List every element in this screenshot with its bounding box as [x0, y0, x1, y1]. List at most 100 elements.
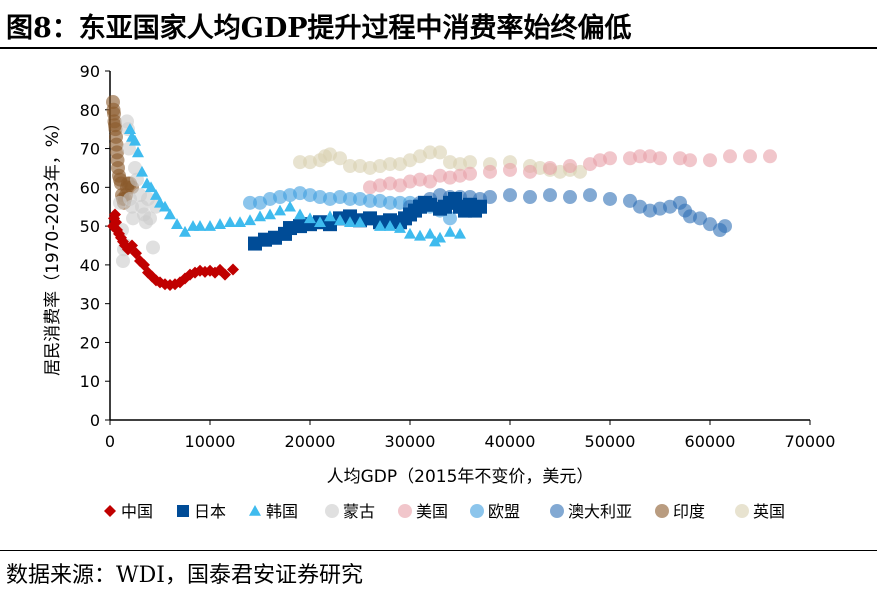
- data-point-circle: [563, 190, 577, 205]
- data-point-triangle: [394, 222, 406, 233]
- data-point-diamond: [219, 268, 231, 281]
- data-point-circle: [503, 188, 517, 203]
- y-tick-label: 40: [80, 256, 100, 275]
- data-point-circle: [653, 151, 667, 166]
- data-point-circle: [763, 149, 777, 164]
- data-point-circle: [293, 155, 307, 170]
- legend-marker: [325, 504, 339, 518]
- y-tick-label: 60: [80, 178, 100, 197]
- data-point-circle: [383, 157, 397, 172]
- y-tick-label: 30: [80, 295, 100, 314]
- data-point-circle: [603, 191, 617, 206]
- data-point-diamond: [227, 263, 239, 276]
- data-point-circle: [723, 149, 737, 164]
- data-point-circle: [503, 162, 517, 177]
- data-point-triangle: [124, 123, 136, 134]
- y-tick-label: 20: [80, 333, 100, 352]
- y-tick-label: 50: [80, 217, 100, 236]
- legend-label: 欧盟: [488, 502, 520, 521]
- data-point-circle: [683, 153, 697, 168]
- data-point-triangle: [171, 218, 183, 229]
- data-point-circle: [116, 254, 130, 269]
- source-note: 数据来源：WDI，国泰君安证券研究: [6, 563, 363, 588]
- x-tick-label: 10000: [185, 432, 236, 451]
- legend-label: 韩国: [266, 502, 298, 521]
- y-axis-label: 居民消费率（1970-2023年，%）: [43, 114, 63, 376]
- data-point-circle: [423, 145, 437, 160]
- legend-marker: [177, 505, 189, 517]
- data-point-triangle: [145, 181, 157, 193]
- data-point-triangle: [204, 220, 216, 231]
- data-point-triangle: [454, 227, 466, 239]
- legend-label: 蒙古: [343, 502, 375, 521]
- legend-label: 日本: [194, 502, 226, 521]
- data-point-triangle: [314, 216, 326, 228]
- legend-label: 印度: [673, 502, 705, 521]
- data-point-circle: [743, 149, 757, 164]
- data-point-triangle: [284, 200, 296, 212]
- data-point-circle: [463, 155, 477, 170]
- legend-label: 英国: [753, 502, 785, 521]
- data-point-circle: [543, 188, 557, 203]
- x-tick-label: 40000: [485, 432, 536, 451]
- x-tick-label: 30000: [385, 432, 436, 451]
- data-point-circle: [128, 160, 142, 175]
- data-point-triangle: [254, 210, 266, 222]
- data-point-triangle: [214, 218, 226, 229]
- x-tick-label: 20000: [285, 432, 336, 451]
- data-point-circle: [143, 211, 157, 226]
- y-tick-label: 90: [80, 62, 100, 81]
- data-point-triangle: [274, 204, 286, 216]
- legend-marker: [470, 504, 484, 518]
- y-tick-label: 80: [80, 101, 100, 120]
- data-point-circle: [543, 160, 557, 175]
- legend-marker: [249, 505, 261, 516]
- data-point-triangle: [424, 227, 436, 239]
- data-point-circle: [146, 240, 160, 255]
- data-point-triangle: [304, 212, 316, 224]
- data-point-triangle: [374, 220, 386, 231]
- x-tick-label: 70000: [785, 432, 836, 451]
- data-point-circle: [463, 166, 477, 181]
- x-axis-label: 人均GDP（2015年不变价，美元）: [327, 467, 594, 487]
- data-point-triangle: [129, 134, 141, 146]
- legend-label: 中国: [121, 502, 153, 521]
- data-point-triangle: [244, 214, 256, 226]
- y-tick-label: 70: [80, 140, 100, 159]
- data-point-triangle: [444, 225, 456, 237]
- data-point-circle: [343, 159, 357, 174]
- data-point-circle: [523, 190, 537, 205]
- data-point-diamond: [110, 216, 122, 229]
- data-point-diamond: [109, 208, 121, 221]
- data-point-triangle: [150, 189, 162, 200]
- data-point-square: [473, 199, 487, 214]
- data-point-triangle: [159, 200, 171, 212]
- data-point-circle: [483, 164, 497, 179]
- data-point-triangle: [344, 216, 356, 228]
- legend-marker: [104, 505, 116, 517]
- data-point-circle: [703, 153, 717, 168]
- legend-label: 美国: [416, 502, 448, 521]
- x-tick-label: 50000: [585, 432, 636, 451]
- data-point-circle: [633, 149, 647, 164]
- data-point-triangle: [324, 210, 336, 222]
- data-point-circle: [126, 211, 140, 226]
- x-tick-label: 0: [105, 432, 115, 451]
- data-point-triangle: [194, 220, 206, 231]
- data-point-triangle: [234, 216, 246, 228]
- data-point-triangle: [384, 220, 396, 231]
- data-point-triangle: [132, 146, 144, 158]
- x-tick-label: 60000: [685, 432, 736, 451]
- data-point-circle: [363, 193, 377, 208]
- data-point-triangle: [334, 214, 346, 226]
- y-tick-label: 0: [90, 411, 100, 430]
- data-point-triangle: [354, 216, 366, 228]
- data-point-circle: [125, 199, 139, 214]
- data-point-triangle: [404, 227, 416, 239]
- source-divider: [0, 550, 877, 551]
- y-tick-label: 10: [80, 372, 100, 391]
- data-point-circle: [243, 195, 257, 210]
- data-point-circle: [523, 164, 537, 179]
- data-point-circle: [718, 219, 732, 234]
